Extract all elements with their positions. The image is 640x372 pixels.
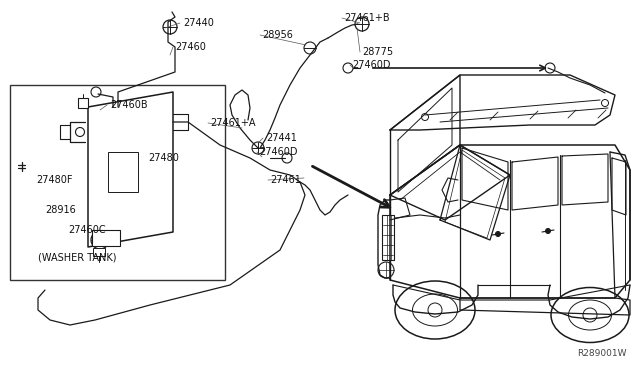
Text: 28916: 28916 [45, 205, 76, 215]
Text: 27461: 27461 [270, 175, 301, 185]
Text: 27441: 27441 [266, 133, 297, 143]
Text: 27461+B: 27461+B [344, 13, 390, 23]
Bar [108, 152, 138, 192]
Bar [78, 98, 88, 108]
Text: 27480: 27480 [148, 153, 179, 163]
Text: 27480F: 27480F [36, 175, 72, 185]
Text: (WASHER TANK): (WASHER TANK) [38, 253, 116, 263]
Circle shape [545, 228, 550, 234]
Bar [382, 215, 394, 260]
Bar [10, 85, 225, 280]
Text: 27460D: 27460D [259, 147, 298, 157]
Text: 27460: 27460 [175, 42, 206, 52]
Text: 28775: 28775 [362, 47, 393, 57]
Text: 27440: 27440 [183, 18, 214, 28]
Bar [92, 230, 120, 246]
Circle shape [495, 231, 500, 237]
Text: R289001W: R289001W [577, 349, 627, 358]
Bar [93, 248, 105, 256]
Text: 27460B: 27460B [110, 100, 148, 110]
Text: 27461+A: 27461+A [210, 118, 255, 128]
Text: 27460D: 27460D [352, 60, 390, 70]
Text: 28956: 28956 [262, 30, 293, 40]
Text: 27460C: 27460C [68, 225, 106, 235]
